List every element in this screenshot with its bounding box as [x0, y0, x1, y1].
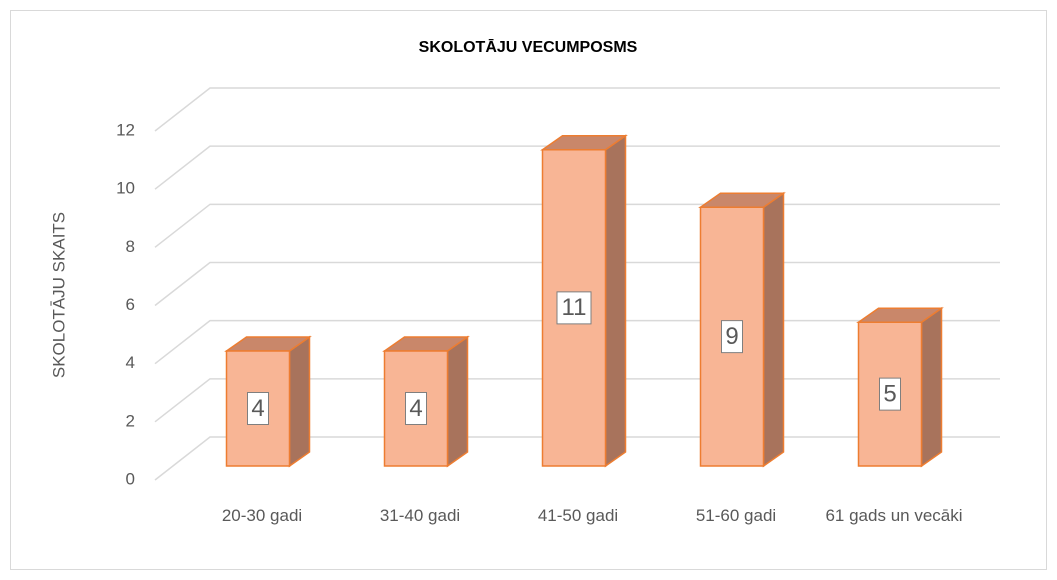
- data-label-box: [556, 291, 592, 325]
- y-tick-label: 10: [116, 179, 135, 198]
- grid-line: [154, 87, 1000, 132]
- data-label-box: [405, 392, 427, 425]
- y-tick-label: 4: [126, 353, 135, 372]
- y-axis-title: SKOLOTĀJU SKAITS: [49, 212, 68, 378]
- bar-side: [920, 306, 943, 468]
- chart-frame: [10, 10, 1047, 570]
- x-tick-label: 51-60 gadi: [695, 506, 777, 525]
- bar-side: [604, 134, 627, 468]
- data-label-box: [879, 377, 901, 411]
- bar-side: [762, 191, 785, 468]
- data-label: 4: [409, 395, 422, 422]
- x-tick-label: 41-50 gadi: [537, 506, 619, 525]
- x-tick-label: 20-30 gadi: [221, 506, 303, 525]
- x-tick-label: 31-40 gadi: [379, 506, 461, 525]
- x-tick-label: 61 gads un vecāki: [825, 506, 963, 525]
- bar-side: [446, 335, 469, 468]
- data-label: 5: [883, 380, 896, 407]
- data-label: 11: [562, 294, 587, 321]
- data-label: 9: [725, 323, 738, 350]
- y-tick-label: 6: [126, 295, 135, 314]
- data-label-box: [721, 320, 743, 354]
- data-label: 4: [251, 395, 264, 422]
- bar-side: [288, 335, 311, 468]
- y-tick-label: 12: [116, 120, 135, 139]
- y-tick-label: 0: [126, 469, 135, 488]
- chart-title: SKOLOTĀJU VECUMPOSMS: [419, 37, 638, 56]
- data-label-box: [247, 392, 269, 425]
- grid-line: [154, 145, 1000, 190]
- y-tick-label: 2: [126, 411, 135, 430]
- y-tick-label: 8: [126, 237, 135, 256]
